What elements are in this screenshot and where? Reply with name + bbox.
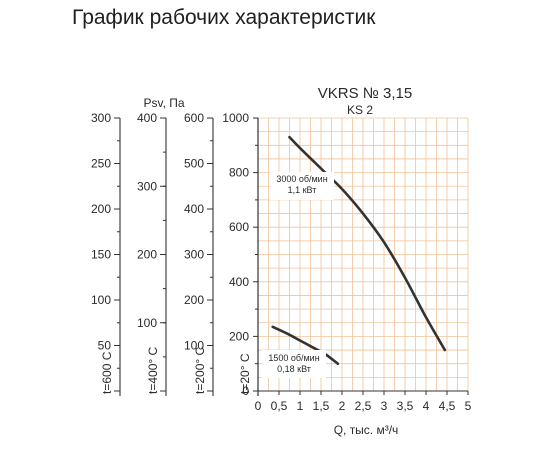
- temperature-tick-label: 600: [184, 111, 204, 125]
- temperature-scale: t=20° C: [238, 353, 252, 394]
- x-tick-label: 1,5: [313, 399, 330, 413]
- chart-subtitle: KS 2: [347, 103, 373, 117]
- y-tick-label: 0: [242, 384, 249, 398]
- series-label-background: [270, 172, 334, 200]
- temperature-scale: 100 200 300 400 500 600 t=200° C: [184, 111, 214, 396]
- temperature-scale-label: t=400° C: [146, 347, 160, 394]
- x-tick-label: 2,5: [355, 399, 372, 413]
- temperature-tick-label: 400: [137, 111, 157, 125]
- y-tick-label: 800: [229, 166, 249, 180]
- temperature-tick-label: 150: [91, 248, 111, 262]
- temperature-tick-label: 100: [184, 339, 204, 353]
- temperature-tick-label: 300: [184, 248, 204, 262]
- axes-layer: 0 200 400 600 800 1000 0 0,5 1 1,5 2 2,5 3 3,5 4 4,5 5: [222, 111, 471, 413]
- y-tick-label: 1000: [222, 111, 249, 125]
- temperature-scale-label: t=600 C: [100, 351, 114, 394]
- y-tick-label: 200: [229, 329, 249, 343]
- temperature-tick-label: 300: [91, 111, 111, 125]
- series-label-power: 0,18 кВт: [277, 364, 311, 374]
- chart-title: VKRS № 3,15: [318, 85, 412, 102]
- temperature-tick-label: 200: [91, 202, 111, 216]
- series-label-background: [262, 350, 326, 378]
- temperature-scale: 100 200 300 400 t=400° C: [137, 111, 167, 396]
- y-tick-label: 400: [229, 275, 249, 289]
- x-tick-label: 3,5: [397, 399, 414, 413]
- series-label-power: 1,1 кВт: [288, 185, 317, 195]
- x-tick-label: 3: [381, 399, 388, 413]
- temperature-scale: 50 100 150 200 250 300 t=600 C: [91, 111, 121, 396]
- temperature-tick-label: 400: [184, 202, 204, 216]
- x-tick-label: 0,5: [271, 399, 288, 413]
- x-tick-label: 4: [423, 399, 430, 413]
- series-label-speed: 3000 об/мин: [276, 174, 327, 184]
- x-tick-label: 1: [297, 399, 304, 413]
- temperature-tick-label: 200: [137, 248, 157, 262]
- temperature-tick-label: 200: [184, 293, 204, 307]
- temperature-tick-label: 300: [137, 179, 157, 193]
- temperature-tick-label: 500: [184, 157, 204, 171]
- scales-layer: 50 100 150 200 250 300 t=600 C 100 200 300 400 t=40…: [91, 111, 252, 396]
- temperature-tick-label: 100: [137, 316, 157, 330]
- y-axis-label: Psv, Па: [143, 96, 184, 110]
- page-title: График рабочих характеристик: [72, 6, 376, 29]
- x-tick-label: 5: [465, 399, 472, 413]
- series-line: [288, 135, 447, 352]
- series-line: [271, 325, 340, 365]
- temperature-scale-label: t=20° C: [238, 353, 252, 394]
- x-tick-label: 4,5: [439, 399, 456, 413]
- x-tick-label: 0: [255, 399, 262, 413]
- temperature-tick-label: 50: [98, 339, 112, 353]
- y-tick-label: 600: [229, 220, 249, 234]
- temperature-scale-label: t=200° C: [193, 347, 207, 394]
- temperature-tick-label: 250: [91, 157, 111, 171]
- temperature-tick-label: 100: [91, 293, 111, 307]
- x-axis-label: Q, тыс. м³/ч: [334, 423, 399, 437]
- series-label-speed: 1500 об/мин: [268, 353, 319, 363]
- x-tick-label: 2: [339, 399, 346, 413]
